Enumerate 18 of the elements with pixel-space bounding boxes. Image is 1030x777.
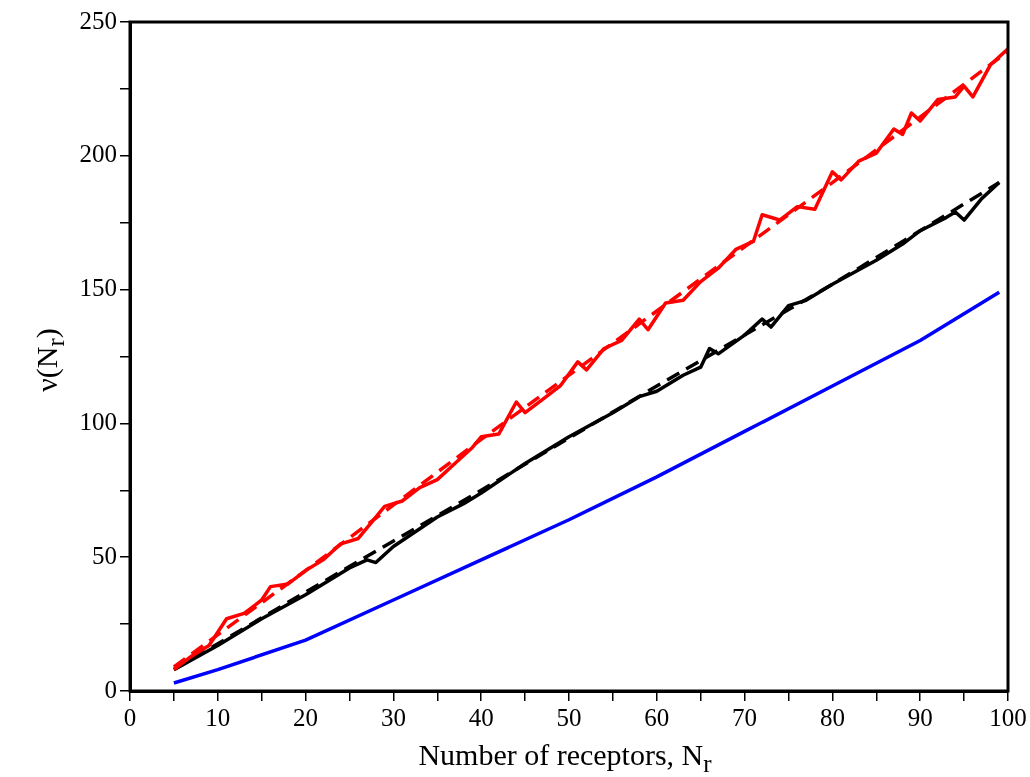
x-tick-label: 20 [293, 703, 319, 731]
y-tick-label: 0 [104, 675, 117, 703]
x-tick-label: 10 [205, 703, 231, 731]
x-axis-title: Number of receptors, N$_{r}$ [417, 738, 713, 777]
y-tick-label: 50 [92, 541, 117, 569]
x-tick-label: 0 [123, 703, 137, 731]
x-tick-label: 40 [468, 703, 494, 731]
x-tick-label: 70 [732, 703, 758, 731]
y-tick-label: 150 [79, 274, 117, 302]
y-tick-label: 100 [79, 407, 117, 435]
y-tick-label: 250 [79, 6, 117, 34]
x-tick-label: 80 [819, 703, 845, 731]
x-tick-label: 90 [907, 703, 933, 731]
x-tick-label: 50 [556, 703, 582, 731]
y-tick-label: 200 [79, 140, 117, 168]
x-tick-label: 60 [644, 703, 670, 731]
x-tick-label: 30 [380, 703, 406, 731]
x-tick-label: 100 [989, 703, 1027, 731]
